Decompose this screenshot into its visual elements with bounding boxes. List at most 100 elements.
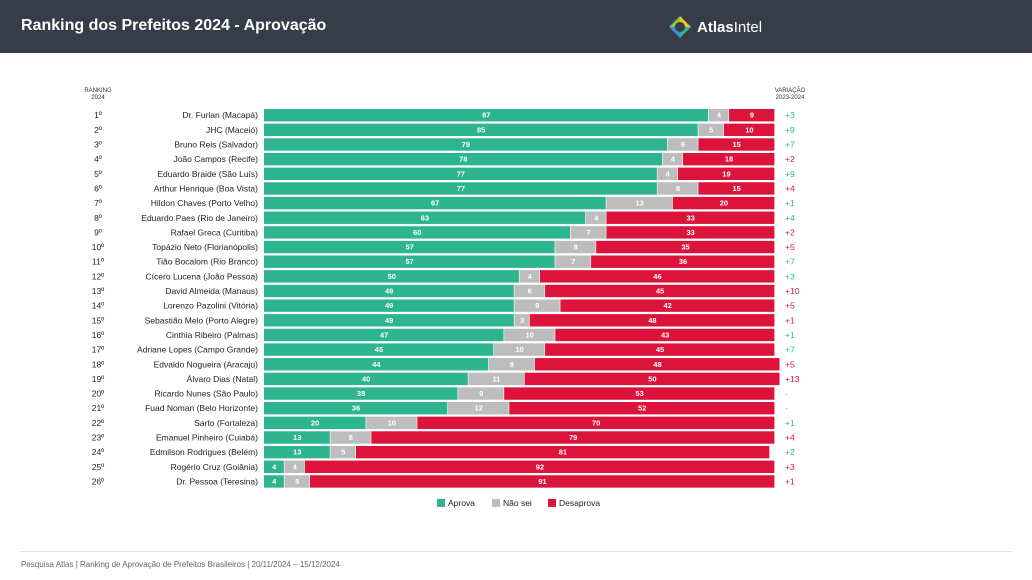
variation-value: +5 xyxy=(785,301,795,311)
bar-value-label: 8 xyxy=(676,184,680,193)
bar-value-label: 9 xyxy=(750,111,754,120)
rank-label: 5º xyxy=(94,169,102,179)
bar-segment-aprova xyxy=(264,328,504,342)
bar-value-label: 79 xyxy=(462,140,470,149)
bar-segment-aprova xyxy=(264,343,494,356)
bar-segment-aprova xyxy=(264,314,514,327)
bar-segment-desaprova xyxy=(560,299,775,312)
bar-segment-nao-sei xyxy=(555,255,591,268)
bar-value-label: 20 xyxy=(311,418,319,427)
mayor-label: Edmilson Rodrigues (Belém) xyxy=(150,447,258,457)
bar-value-label: 6 xyxy=(528,287,532,296)
bar-value-label: 13 xyxy=(293,433,301,442)
bar-segment-aprova xyxy=(264,182,657,195)
legend-swatch xyxy=(548,498,556,507)
variation-value: - xyxy=(785,389,788,399)
bar-value-label: 63 xyxy=(421,213,429,222)
bar-segment-nao-sei xyxy=(662,152,683,166)
rank-label: 25º xyxy=(92,462,105,472)
bar-value-label: 7 xyxy=(586,228,590,237)
bar-segment-aprova xyxy=(264,445,330,459)
bar-value-label: 4 xyxy=(594,213,599,222)
variation-value: +7 xyxy=(785,257,795,267)
bar-segment-desaprova xyxy=(729,109,775,122)
bar-value-label: 53 xyxy=(635,389,643,398)
bar-value-label: 18 xyxy=(725,155,733,164)
bar-value-label: 42 xyxy=(664,301,672,310)
mayor-label: David Almeida (Manaus) xyxy=(165,286,258,296)
bar-segment-desaprova xyxy=(723,123,775,137)
bar-segment-aprova xyxy=(264,299,514,312)
mayor-label: Rogério Cruz (Goiânia) xyxy=(171,462,259,472)
bar-segment-aprova xyxy=(264,109,708,122)
bar-segment-nao-sei xyxy=(366,416,417,430)
bar-segment-nao-sei xyxy=(330,445,356,459)
bar-segment-nao-sei xyxy=(657,167,678,180)
bar-segment-aprova xyxy=(264,402,448,415)
mayor-label: Dr. Furlan (Macapá) xyxy=(182,110,258,120)
bar-value-label: 5 xyxy=(295,477,299,486)
bar-segment-desaprova xyxy=(304,460,775,473)
bar-value-label: 78 xyxy=(459,155,467,164)
variation-value: +7 xyxy=(785,140,795,150)
bar-value-label: 4 xyxy=(671,155,676,164)
bar-segment-aprova xyxy=(264,431,330,444)
ranking-chart: 1º Dr. Furlan (Macapá) 87 4 9 +32º JHC (Maceió… xyxy=(92,109,800,508)
bar-segment-aprova xyxy=(264,475,284,488)
mayor-label: Hildon Chaves (Porto Velho) xyxy=(151,198,258,208)
bar-value-label: 4 xyxy=(717,111,722,120)
mayor-label: JHC (Maceió) xyxy=(206,125,258,135)
rank-label: 23º xyxy=(92,433,105,443)
bar-value-label: 33 xyxy=(687,213,695,222)
bar-segment-desaprova xyxy=(509,402,775,415)
bar-value-label: 11 xyxy=(493,374,501,383)
bar-value-label: 45 xyxy=(656,287,664,296)
bar-value-label: 19 xyxy=(722,169,730,178)
bar-segment-nao-sei xyxy=(447,402,509,415)
footer-divider xyxy=(20,551,1012,552)
bar-segment-nao-sei xyxy=(585,211,606,224)
logo-text: AtlasIntel xyxy=(697,18,763,36)
variation-value: +7 xyxy=(785,345,795,355)
mayor-label: Rafael Greca (Curitiba) xyxy=(171,227,259,237)
bar-segment-nao-sei xyxy=(519,270,540,283)
rank-label: 10º xyxy=(92,242,105,252)
bar-value-label: 10 xyxy=(526,330,534,339)
rank-label: 13º xyxy=(92,286,105,296)
variation-value: +1 xyxy=(785,418,795,428)
bar-segment-nao-sei xyxy=(514,299,560,312)
bar-segment-nao-sei xyxy=(555,240,596,254)
bar-segment-nao-sei xyxy=(284,460,305,473)
bar-value-label: 70 xyxy=(592,418,600,427)
mayor-label: Lorenzo Pazolini (Vitória) xyxy=(163,301,258,311)
bar-value-label: 77 xyxy=(457,184,465,193)
variation-value: +2 xyxy=(785,447,795,457)
bar-value-label: 20 xyxy=(720,199,728,208)
bar-segment-desaprova xyxy=(417,416,775,430)
bar-segment-aprova xyxy=(264,372,468,386)
rank-label: 14º xyxy=(92,301,105,311)
bar-segment-nao-sei xyxy=(504,328,555,342)
bar-value-label: 60 xyxy=(413,228,421,237)
bar-value-label: 8 xyxy=(574,243,578,252)
bar-segment-nao-sei xyxy=(488,358,535,371)
bar-value-label: 43 xyxy=(661,330,669,339)
rank-label: 26º xyxy=(92,476,105,486)
rank-label: 7º xyxy=(94,198,102,208)
variation-value: +13 xyxy=(785,374,800,384)
bar-segment-nao-sei xyxy=(570,226,606,239)
bar-value-label: 4 xyxy=(528,272,533,281)
bar-segment-aprova xyxy=(264,358,489,371)
bar-segment-nao-sei xyxy=(468,372,525,386)
bar-value-label: 4 xyxy=(666,169,671,178)
legend-label: Não sei xyxy=(503,498,532,508)
bar-value-label: 57 xyxy=(405,257,413,266)
bar-segment-nao-sei xyxy=(458,387,504,400)
bar-segment-desaprova xyxy=(371,431,775,444)
bar-value-label: 13 xyxy=(635,199,643,208)
bar-value-label: 9 xyxy=(510,360,514,369)
rank-label: 3º xyxy=(94,140,102,150)
mayor-label: Arthur Henrique (Boa Vista) xyxy=(154,183,258,193)
bar-segment-desaprova xyxy=(355,445,770,459)
variation-value: +9 xyxy=(785,169,795,179)
